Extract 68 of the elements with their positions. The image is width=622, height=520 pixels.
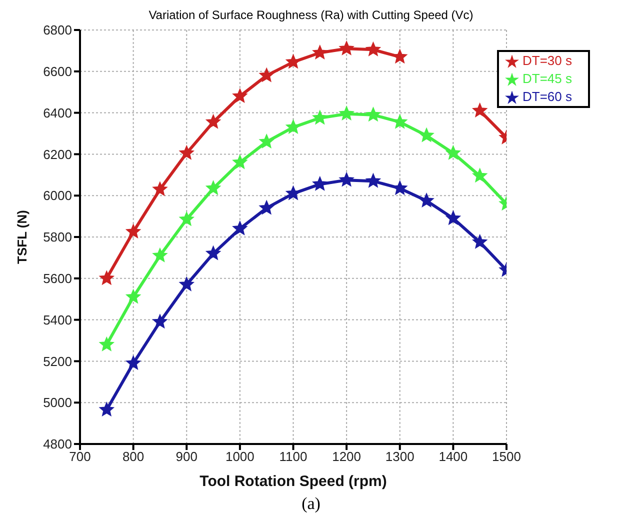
x-tick-label: 1100 [279, 449, 308, 464]
point [366, 42, 380, 56]
y-tick-label: 5000 [43, 395, 72, 410]
point [179, 146, 194, 160]
point [126, 356, 140, 370]
point [259, 200, 274, 214]
y-axis-title: TSFL (N) [14, 210, 30, 264]
point [419, 128, 434, 142]
y-tick-label: 5800 [43, 230, 72, 245]
point [286, 54, 300, 68]
x-tick-label: 1300 [385, 449, 414, 464]
y-tick-label: 4800 [43, 436, 72, 452]
x-tick-label: 1400 [438, 449, 468, 464]
point [126, 290, 140, 304]
x-tick-label: 900 [176, 449, 198, 464]
x-tick-label: 700 [69, 449, 91, 464]
point [152, 248, 168, 262]
point [446, 210, 460, 225]
point [232, 221, 248, 235]
point [446, 146, 460, 160]
y-tick-label: 6200 [43, 146, 72, 162]
legend-label: DT=45 s [522, 71, 572, 86]
point [259, 68, 274, 82]
x-tick-label: 1000 [225, 449, 254, 464]
y-tick-label: 5400 [43, 312, 72, 328]
point [100, 270, 114, 285]
x-tick-label: 1200 [332, 449, 362, 464]
point [100, 402, 114, 416]
point [392, 114, 408, 128]
point [472, 234, 487, 248]
point [366, 107, 380, 122]
x-tick-label: 1500 [492, 449, 521, 464]
point [179, 212, 194, 226]
point [286, 120, 300, 134]
y-tick-label: 5600 [43, 271, 72, 286]
point [472, 168, 487, 182]
legend-label: DT=30 s [522, 53, 572, 68]
point [339, 172, 354, 186]
point [206, 246, 220, 260]
y-tick-label: 5200 [43, 354, 72, 369]
point [152, 314, 168, 328]
point [206, 114, 220, 128]
point [179, 277, 194, 291]
point [232, 154, 248, 169]
point [472, 103, 487, 117]
point [312, 45, 328, 59]
y-tick-label: 6000 [43, 188, 72, 204]
point [126, 224, 140, 238]
point [366, 174, 380, 188]
x-axis-title: Tool Rotation Speed (rpm) [200, 473, 387, 490]
y-tick-label: 6600 [43, 64, 72, 80]
y-tick-label: 6400 [43, 105, 72, 120]
legend-label: DT=60 s [522, 89, 572, 104]
point [419, 193, 434, 207]
point [339, 41, 354, 55]
point [312, 176, 328, 190]
point [312, 110, 328, 124]
x-tick-label: 800 [122, 449, 144, 464]
point [100, 337, 114, 351]
point [152, 182, 168, 196]
y-tick-label: 6800 [43, 22, 72, 38]
chart-title: Variation of Surface Roughness (Ra) with Cutting Speed (Vc) [148, 8, 474, 24]
point [206, 180, 220, 195]
point [259, 134, 274, 148]
point [286, 186, 300, 200]
point [232, 88, 248, 102]
point [339, 106, 354, 120]
text: (a) [300, 494, 322, 514]
